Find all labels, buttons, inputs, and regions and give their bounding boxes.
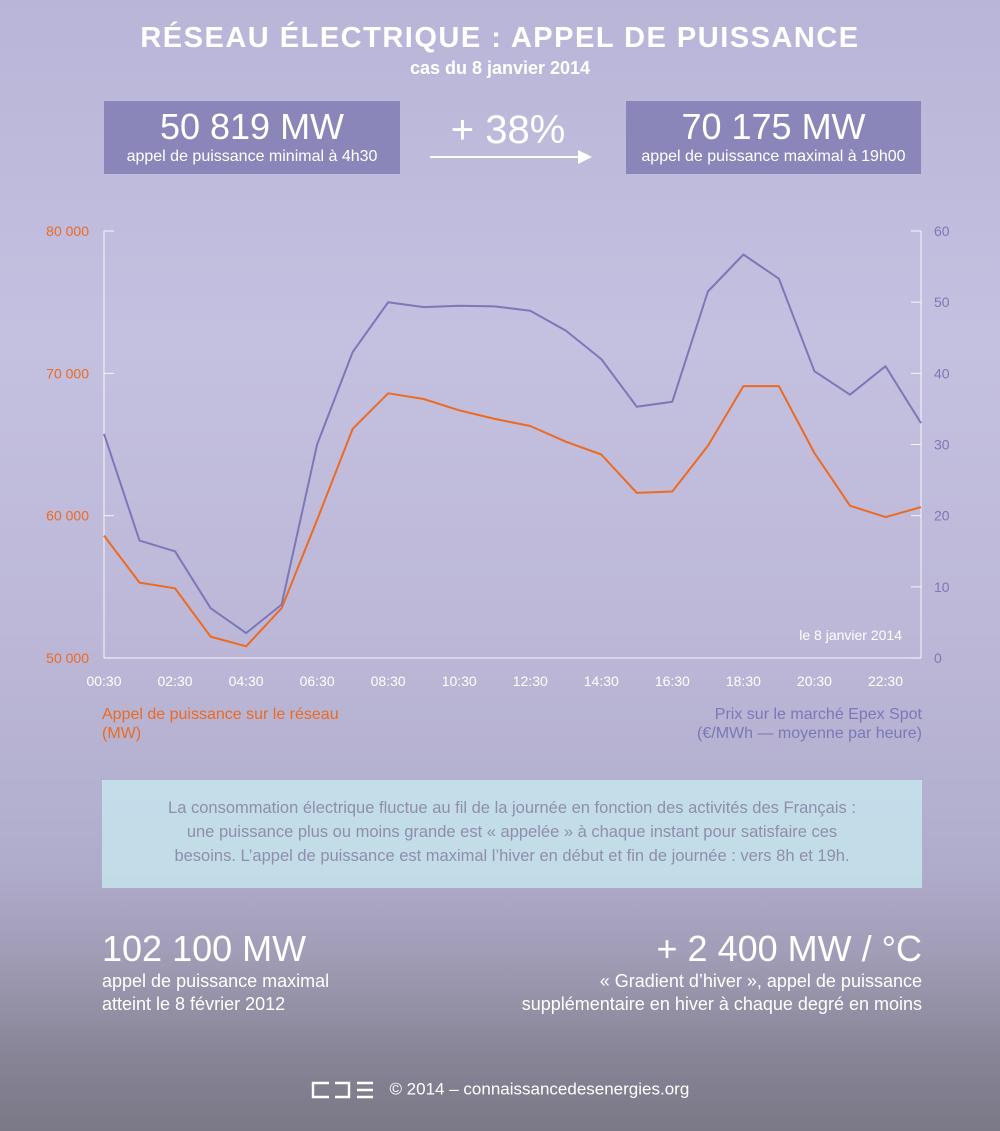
left-tick-label: 60 000 [46,508,89,524]
winter-gradient-value: + 2 400 MW / °C [656,928,922,969]
min-power-box: 50 819 MW appel de puissance minimal à 4… [104,101,400,174]
right-tick-label: 30 [934,437,950,453]
footer: © 2014 – connaissancedesenergies.org [0,1079,1000,1100]
info-line-2: une puissance plus ou moins grande est «… [186,823,838,841]
max-power-label: appel de puissance maximal à 19h00 [641,148,906,165]
legend-price: Prix sur le marché Epex Spot (€/MWh — mo… [697,705,922,743]
x-tick-label: 10:30 [442,673,477,689]
min-power-value: 50 819 MW [159,106,345,147]
x-tick-label: 08:30 [371,673,406,689]
x-tick-label: 20:30 [797,673,832,689]
record-power-value: 102 100 MW [102,928,307,969]
info-line-3: besoins. L’appel de puissance est maxima… [174,847,850,865]
record-power-line2: atteint le 8 février 2012 [102,994,286,1014]
x-tick-label: 02:30 [158,673,193,689]
footer-credit: © 2014 – connaissancedesenergies.org [389,1079,690,1099]
x-tick-label: 12:30 [513,673,548,689]
page-subtitle: cas du 8 janvier 2014 [409,58,591,78]
right-arrow-icon [430,150,592,164]
x-tick-label: 16:30 [655,673,690,689]
cde-logo-icon [311,1081,373,1098]
x-tick-label: 14:30 [584,673,619,689]
legend-power-unit: (MW) [102,725,142,742]
increase-percent: + 38% [450,108,566,152]
x-tick-label: 06:30 [300,673,335,689]
max-power-box: 70 175 MW appel de puissance maximal à 1… [626,101,921,174]
background-haze [0,871,1000,1131]
winter-gradient-stat: + 2 400 MW / °C « Gradient d’hiver », ap… [522,928,922,1016]
x-tick-label: 22:30 [868,673,903,689]
page-title: RÉSEAU ÉLECTRIQUE : APPEL DE PUISSANCE [140,22,860,54]
right-tick-label: 10 [934,579,950,595]
x-tick-label: 04:30 [229,673,264,689]
chart-date-annotation: le 8 janvier 2014 [799,627,902,643]
left-tick-label: 50 000 [46,650,89,666]
right-tick-label: 60 [934,223,950,239]
min-power-label: appel de puissance minimal à 4h30 [126,148,378,165]
epex-price-line [103,253,922,635]
x-tick-label: 00:30 [86,673,121,689]
max-power-value: 70 175 MW [681,106,866,147]
legend-power: Appel de puissance sur le réseau (MW) [102,705,339,743]
right-tick-label: 50 [934,294,950,310]
legend-price-unit: (€/MWh — moyenne par heure) [697,725,922,742]
legend-price-label: Prix sur le marché Epex Spot [714,706,922,723]
winter-gradient-line1: « Gradient d’hiver », appel de puissance [599,971,922,991]
left-tick-label: 70 000 [46,365,89,381]
power-price-chart: 50 000 60 000 70 000 80 000 0 10 20 30 40 50 60 0… [46,223,950,689]
right-tick-label: 40 [934,365,950,381]
x-tick-label: 18:30 [726,673,761,689]
legend-power-label: Appel de puissance sur le réseau [102,706,339,723]
record-power-line1: appel de puissance maximal [102,971,330,991]
power-demand-line [103,385,922,648]
info-box: La consommation électrique fluctue au fi… [102,780,922,888]
winter-gradient-line2: supplémentaire en hiver à chaque degré e… [521,994,922,1014]
record-power-stat: 102 100 MW appel de puissance maximal at… [102,928,329,1016]
left-tick-label: 80 000 [46,223,89,239]
right-tick-label: 0 [934,650,942,666]
right-tick-label: 20 [934,508,950,524]
info-line-1: La consommation électrique fluctue au fi… [168,799,856,817]
